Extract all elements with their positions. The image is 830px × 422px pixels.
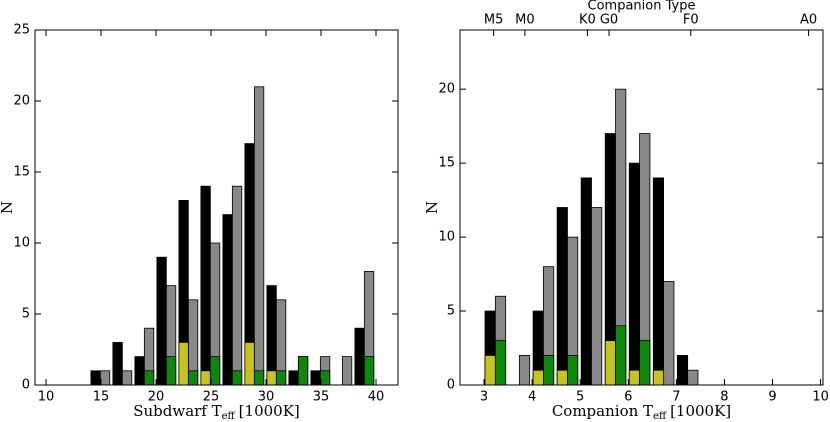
bar: [143, 370, 155, 386]
bar: [165, 356, 177, 386]
bar: [615, 325, 627, 386]
bar: [200, 185, 211, 386]
x-label-main: Subdwarf T: [133, 402, 221, 420]
bar: [354, 327, 365, 386]
x-tick-label: 7: [672, 390, 680, 405]
x-tick-label: 15: [93, 390, 110, 405]
bar: [275, 370, 287, 386]
bar: [319, 370, 331, 386]
bar: [222, 214, 233, 386]
bar: [297, 356, 309, 386]
y-tick-label: 5: [447, 304, 455, 319]
bar: [178, 341, 189, 386]
y-axis-label: N: [423, 201, 441, 214]
bar: [639, 340, 651, 386]
top-tick-label: M5: [484, 13, 504, 28]
x-tick-label: 4: [528, 390, 536, 405]
x-tick-label: 10: [812, 390, 829, 405]
bar: [604, 340, 616, 386]
x-axis-label: Subdwarf Teff [1000K]: [133, 402, 300, 422]
bar: [209, 356, 221, 386]
top-tick-label: A0: [800, 13, 817, 28]
bar: [663, 281, 675, 386]
bar: [591, 207, 603, 386]
bar: [288, 370, 299, 386]
bar: [532, 369, 544, 386]
bar: [253, 86, 265, 386]
y-tick-label: 0: [447, 378, 455, 393]
bar: [494, 340, 507, 386]
bar: [676, 355, 689, 386]
x-label-unit: [1000K]: [239, 402, 300, 420]
bar: [580, 177, 592, 386]
bar: [310, 370, 321, 386]
y-tick-label: 20: [13, 94, 30, 109]
y-tick-label: 15: [438, 156, 455, 171]
x-label-main: Companion T: [552, 402, 653, 420]
y-axis-label: N: [0, 201, 16, 214]
x-tick-label: 3: [480, 390, 488, 405]
bar: [628, 369, 640, 386]
bar: [253, 370, 265, 386]
top-tick-label: G0: [600, 13, 618, 28]
bar: [112, 341, 123, 386]
bar: [90, 370, 101, 386]
x-tick-label: 10: [38, 390, 55, 405]
bar: [556, 207, 568, 386]
bar: [134, 356, 145, 386]
bar: [341, 356, 353, 386]
bar: [543, 355, 555, 386]
y-tick-label: 10: [438, 230, 455, 245]
y-tick-label: 5: [22, 307, 30, 322]
bar: [121, 370, 133, 386]
x-tick-label: 5: [576, 390, 584, 405]
y-tick-label: 20: [438, 82, 455, 97]
x-tick-label: 25: [203, 390, 220, 405]
bar: [652, 369, 665, 386]
x-tick-label: 6: [624, 390, 632, 405]
x-tick-label: 8: [720, 390, 728, 405]
bar: [244, 341, 255, 386]
y-tick-label: 0: [22, 378, 30, 393]
y-tick-label: 25: [13, 23, 30, 38]
bar: [687, 369, 699, 386]
bar: [99, 370, 111, 386]
bar: [200, 370, 211, 386]
y-tick-label: 10: [13, 236, 30, 251]
bar: [363, 356, 375, 386]
x-label-unit: [1000K]: [670, 402, 731, 420]
bar: [518, 355, 531, 386]
x-tick-label: 30: [258, 390, 275, 405]
bar: [556, 369, 568, 386]
bar: [484, 355, 496, 386]
bar: [156, 256, 167, 386]
x-tick-label: 20: [148, 390, 165, 405]
y-tick-label: 15: [13, 165, 30, 180]
x-tick-label: 9: [768, 390, 776, 405]
bar: [231, 370, 243, 386]
bar: [231, 185, 243, 386]
top-tick-label: F0: [683, 13, 699, 28]
bar: [187, 370, 199, 386]
x-axis-label: Companion Teff [1000K]: [552, 402, 731, 422]
top-tick-label: K0: [579, 13, 596, 28]
bar: [628, 162, 640, 386]
plot-frame: [34, 29, 399, 386]
bar: [266, 370, 277, 386]
x-label-sub: eff: [222, 411, 236, 422]
top-tick-label: M0: [515, 13, 535, 28]
bar: [567, 355, 579, 386]
bar: [652, 177, 665, 386]
x-tick-label: 35: [313, 390, 330, 405]
top-axis-label: Companion Type: [588, 0, 696, 14]
bar: [266, 285, 277, 386]
x-tick-label: 40: [368, 390, 385, 405]
plot-frame: [459, 29, 824, 386]
x-label-sub: eff: [653, 411, 667, 422]
